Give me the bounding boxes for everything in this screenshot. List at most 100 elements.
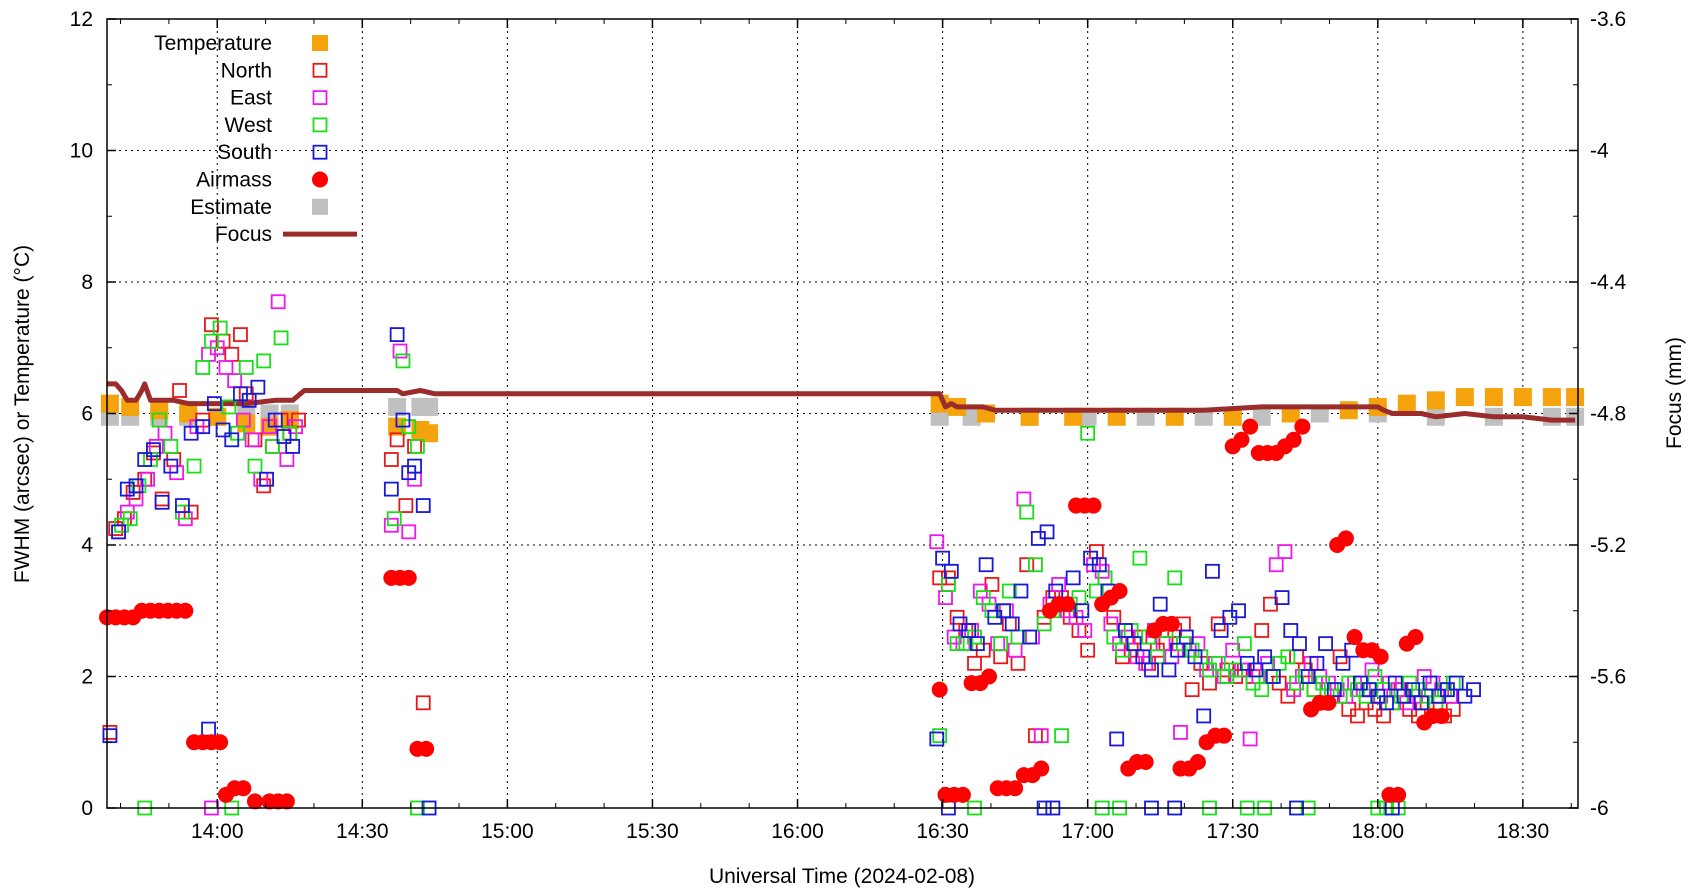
south-point [1126,636,1142,652]
x-tick-label: 18:30 [1497,820,1550,843]
temperature-point [1513,388,1532,407]
east-point [1268,557,1284,573]
y2-tick-label: -6 [1590,797,1609,820]
north-point [204,317,219,333]
west-point [195,360,211,375]
y2-tick-label: -4.4 [1590,271,1627,294]
legend-estimate-swatch [312,198,328,215]
north-point [154,491,170,507]
west-point [186,458,202,474]
legend-label: Focus [215,223,272,246]
airmass-point [981,668,998,685]
west-point [122,511,138,527]
legend-temperature-swatch [312,35,328,51]
south-point [1117,623,1133,638]
south-point [935,550,950,566]
east-point [401,524,417,540]
west-point [949,636,965,652]
legend-label: North [221,59,272,82]
south-point [1292,636,1307,652]
south-point [1196,708,1212,724]
west-point [410,438,425,454]
airmass-point [235,780,252,797]
south-point [163,458,179,474]
airmass-point [418,740,435,757]
temperature-point [150,401,169,420]
south-point [1091,557,1107,573]
south-point [206,396,222,412]
north-point [1289,649,1304,665]
estimate-point [962,407,981,426]
east-point [392,343,408,359]
south-point [285,438,301,454]
airmass-point [1320,694,1337,711]
estimate-point [420,397,439,416]
east-point [1033,728,1049,744]
west-point [273,330,289,346]
west-point [1132,550,1148,566]
north-point [967,655,982,671]
east-point [157,425,173,441]
north-point [415,695,431,711]
south-point [128,478,144,494]
airmass-point [400,569,417,586]
temperature-point [1397,394,1416,413]
x-axis-label: Universal Time (2024-02-08) [709,865,975,888]
west-point [247,458,263,474]
east-point [1016,491,1032,507]
airmass-point [1163,615,1180,632]
west-point [264,438,280,454]
north-point [1019,557,1035,573]
south-point [102,728,118,744]
east-point [270,294,286,310]
estimate-point [388,397,407,416]
east-point [279,452,295,467]
north-point [407,438,422,454]
y2-tick-label: -3.6 [1590,8,1626,31]
south-point [1170,642,1186,658]
south-point [1074,603,1090,619]
west-point [386,511,402,527]
focus-line [107,381,1576,423]
south-point [137,452,153,467]
legend-south-swatch [312,144,328,160]
south-point [1039,524,1055,540]
west-point [1088,583,1104,599]
temperature-point [1455,388,1474,407]
airmass-point [1059,596,1076,613]
airmass-point [1033,760,1050,777]
y2-tick-label: -4 [1590,140,1609,163]
south-point [389,327,405,343]
west-point [1036,616,1052,632]
legend-label: Airmass [196,169,272,192]
temperature-point [1223,407,1242,426]
temperature-point [420,424,439,443]
south-point [1231,603,1246,619]
north-point [993,649,1009,665]
airmass-point [931,681,948,698]
x-tick-label: 17:30 [1206,820,1259,843]
south-point [996,603,1011,619]
legend-label: West [225,114,273,137]
y2-axis-label: Focus (mm) [1663,337,1686,449]
west-point [993,636,1009,652]
north-point [1254,623,1270,638]
south-point [929,731,945,747]
airmass-point [212,734,229,751]
west-point [975,590,991,605]
west-point [1028,557,1043,573]
x-tick-label: 16:30 [916,820,969,843]
south-point [1152,596,1168,612]
south-point [1187,649,1203,665]
south-point [415,498,431,513]
south-point [1448,675,1464,691]
west-point [1210,655,1226,671]
south-point [1335,655,1351,671]
south-point [1213,623,1229,638]
airmass-point [1007,780,1024,797]
plot-data [99,294,1585,816]
airmass-point [1407,629,1424,646]
temperature-point [1542,388,1561,407]
temperature-point [100,394,119,413]
y2-tick-label: -5.2 [1590,534,1626,557]
